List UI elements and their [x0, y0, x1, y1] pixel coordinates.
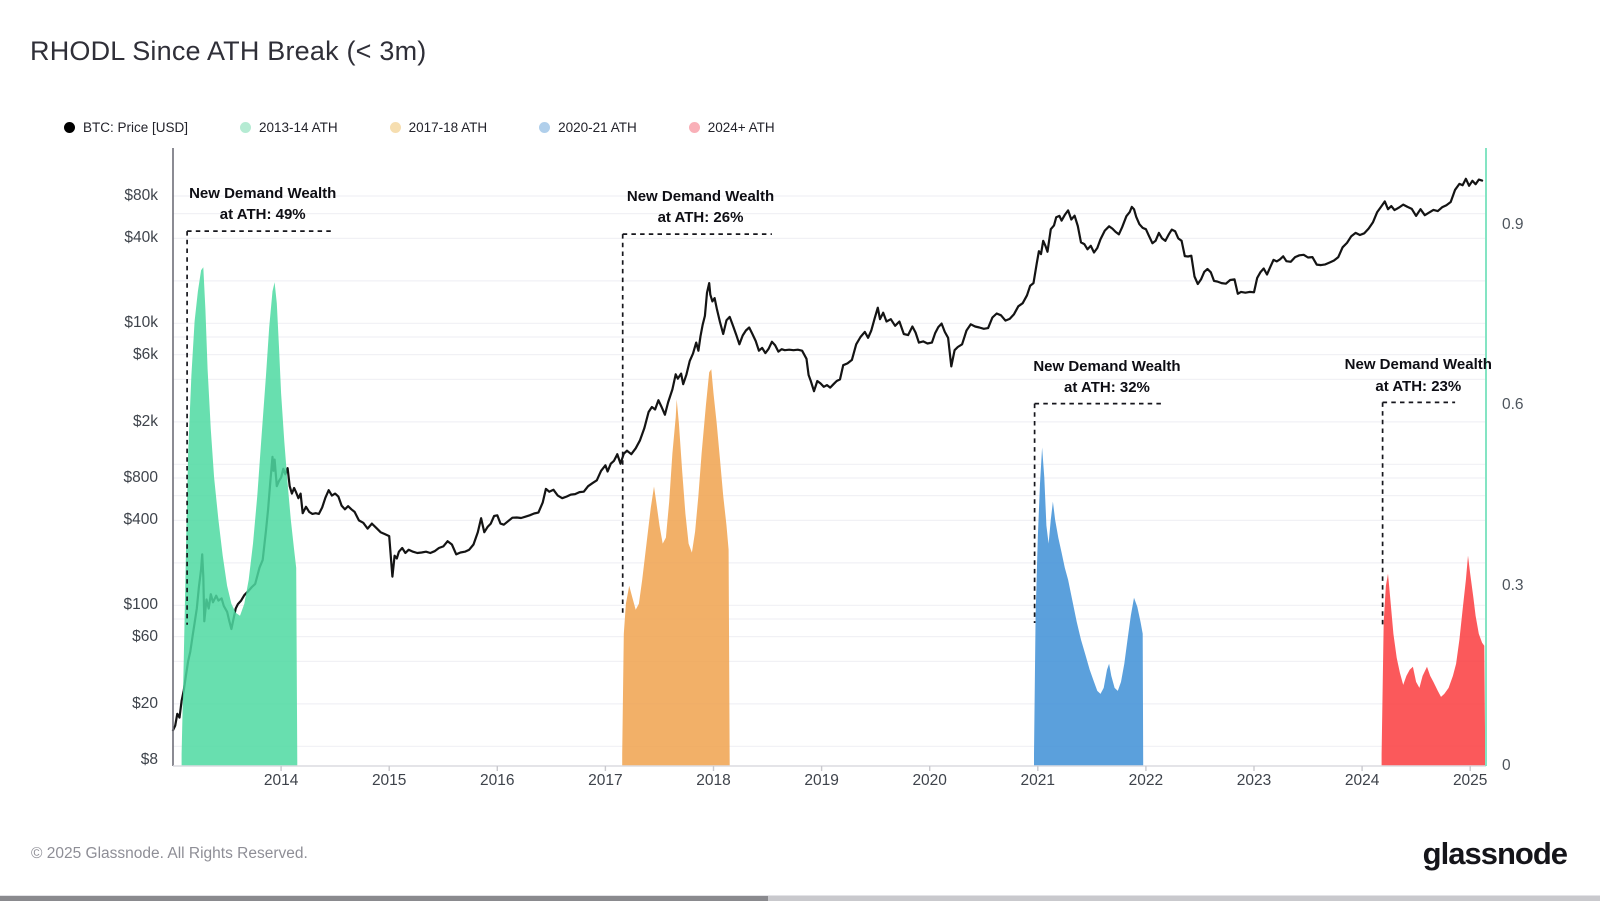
y-left-tick-label: $400 — [123, 511, 158, 529]
legend-item-3[interactable]: 2017-18 ATH — [389, 120, 488, 135]
btc-price-line — [171, 177, 1484, 732]
page-title: RHODL Since ATH Break (< 3m) — [30, 36, 427, 66]
legend-swatch-icon — [240, 122, 252, 133]
ath-area-4 — [1381, 555, 1486, 766]
x-tick-label: 2015 — [371, 772, 407, 789]
legend-label: BTC: Price [USD] — [83, 120, 189, 135]
annotation-line2: at ATH: 23% — [1375, 377, 1462, 395]
chart-canvas[interactable] — [0, 0, 1600, 830]
x-tick-label: 2016 — [480, 772, 515, 789]
y-left-tick-label: $10k — [124, 314, 158, 332]
y-left-tick-label: $2k — [133, 412, 158, 430]
annotation-line2: at ATH: 32% — [1064, 378, 1150, 396]
legend-item-4[interactable]: 2020-21 ATH — [539, 120, 637, 135]
y-left-tick-label: $60 — [132, 627, 158, 645]
legend-swatch-icon — [688, 122, 700, 133]
legend-label: 2013-14 ATH — [259, 120, 338, 135]
y-left-tick-label: $800 — [123, 469, 158, 486]
y-left-tick-label: $100 — [123, 596, 158, 614]
glassnode-logo: glassnode — [1422, 836, 1568, 871]
annotation-text-3: New Demand Wealth at ATH: 32% — [1033, 356, 1180, 399]
horizontal-scrollbar[interactable] — [0, 895, 1600, 901]
annotation-bracket-2 — [621, 233, 772, 613]
annotation-line1: New Demand Wealth — [626, 188, 775, 206]
legend-swatch-icon — [539, 122, 551, 133]
y-left-tick-label: $8 — [140, 751, 158, 768]
y-left-tick-label: $80k — [124, 187, 158, 204]
annotation-text-1: New Demand Wealth at ATH: 49% — [189, 183, 336, 226]
legend-item-2[interactable]: 2013-14 ATH — [240, 120, 338, 135]
x-tick-label: 2025 — [1452, 772, 1488, 789]
ath-area-2 — [622, 369, 730, 766]
annotation-bracket-1 — [186, 230, 333, 625]
y-left-tick-label: $40k — [124, 229, 158, 247]
y-left-tick-label: $6k — [133, 345, 158, 363]
chart-legend: BTC: Price [USD] 2013-14 ATH 2017-18 ATH 20… — [64, 120, 775, 135]
x-tick-label: 2014 — [263, 772, 299, 789]
copyright-text: © 2025 Glassnode. All Rights Reserved. — [31, 845, 308, 862]
annotation-line1: New Demand Wealth — [1344, 356, 1492, 374]
x-tick-label: 2020 — [912, 772, 947, 789]
legend-item-1[interactable]: BTC: Price [USD] — [64, 120, 188, 135]
x-tick-label: 2017 — [588, 772, 623, 789]
x-tick-label: 2019 — [804, 772, 839, 789]
ath-area-3 — [1034, 447, 1144, 766]
legend-item-5[interactable]: 2024+ ATH — [688, 120, 775, 135]
annotation-bracket-4 — [1381, 401, 1456, 625]
annotation-text-4: New Demand Wealth at ATH: 23% — [1345, 354, 1492, 397]
scrollbar-thumb[interactable] — [0, 896, 768, 901]
y-right-tick-label: 0.3 — [1502, 576, 1524, 594]
legend-swatch-icon — [64, 122, 75, 133]
annotation-text-2: New Demand Wealth at ATH: 26% — [627, 186, 774, 229]
y-right-tick-label: 0 — [1502, 757, 1511, 774]
chart-plot-area[interactable]: $80k $40k $10k $6k $2k $800 $400 $100 $60 $20 $8 0.… — [0, 0, 1600, 830]
y-left-tick-label: $20 — [132, 694, 158, 712]
x-tick-label: 2022 — [1128, 772, 1164, 789]
annotation-line2: at ATH: 26% — [657, 209, 744, 227]
x-tick-label: 2023 — [1236, 772, 1272, 789]
y-right-tick-label: 0.9 — [1502, 216, 1524, 234]
x-tick-label: 2018 — [696, 772, 731, 789]
legend-label: 2024+ ATH — [707, 120, 775, 135]
legend-label: 2017-18 ATH — [408, 120, 488, 135]
x-tick-label: 2024 — [1344, 772, 1380, 789]
annotation-bracket-3 — [1033, 402, 1165, 623]
y-right-tick-label: 0.6 — [1502, 396, 1524, 414]
annotation-line2: at ATH: 49% — [219, 206, 306, 224]
annotation-line1: New Demand Wealth — [189, 185, 337, 203]
x-tick-label: 2021 — [1020, 772, 1056, 789]
legend-swatch-icon — [389, 122, 401, 133]
ath-area-1 — [181, 267, 298, 766]
legend-label: 2020-21 ATH — [558, 120, 637, 135]
annotation-line1: New Demand Wealth — [1033, 357, 1181, 375]
